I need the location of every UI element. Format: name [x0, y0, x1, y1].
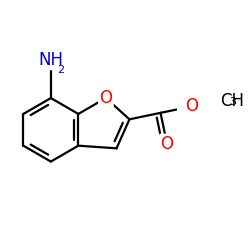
- Text: O: O: [185, 98, 198, 116]
- Text: O: O: [160, 135, 173, 153]
- Text: 2: 2: [57, 66, 64, 76]
- Text: O: O: [99, 89, 112, 107]
- Text: CH: CH: [220, 92, 244, 110]
- Text: NH: NH: [38, 52, 63, 70]
- Text: 3: 3: [229, 98, 236, 108]
